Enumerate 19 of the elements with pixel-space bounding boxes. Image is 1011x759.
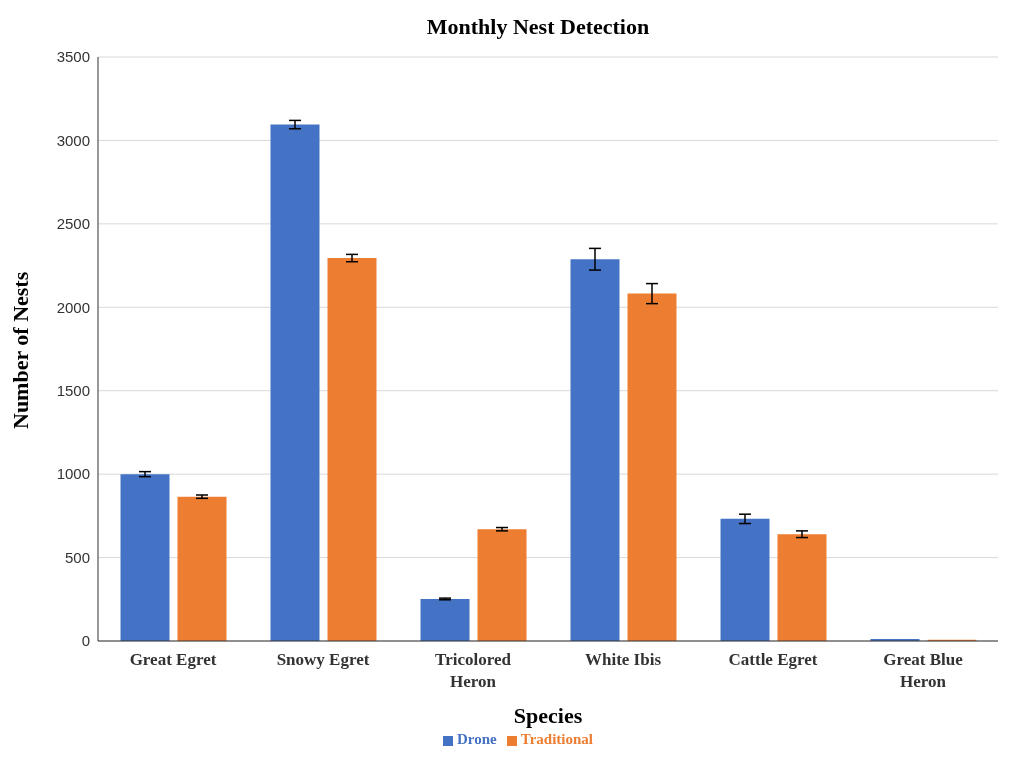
legend-label: Drone bbox=[457, 731, 497, 747]
y-tick-label: 1500 bbox=[56, 382, 90, 400]
y-axis-title: Number of Nests bbox=[7, 271, 33, 429]
y-tick-label: 1000 bbox=[56, 465, 90, 483]
y-tick-label: 2500 bbox=[56, 215, 90, 233]
x-tick-label: Cattle Egret bbox=[728, 650, 818, 669]
y-tick-label: 500 bbox=[64, 548, 90, 566]
y-tick-label: 3500 bbox=[56, 48, 90, 66]
x-tick-label: Great Blue Heron bbox=[883, 650, 964, 691]
x-tick-label: Snowy Egret bbox=[276, 650, 370, 669]
x-tick-label: White Ibis bbox=[584, 650, 662, 669]
chart-title: Monthly Nest Detection bbox=[425, 14, 651, 40]
y-tick-label: 2000 bbox=[56, 298, 90, 316]
y-tick-label: 0 bbox=[81, 632, 90, 650]
x-tick-label: Great Egret bbox=[129, 650, 217, 669]
x-tick-label: Tricolored Heron bbox=[435, 650, 512, 691]
y-tick-label: 3000 bbox=[56, 131, 90, 149]
legend-label: Traditional bbox=[520, 731, 593, 747]
x-axis-title: Species bbox=[513, 703, 583, 728]
